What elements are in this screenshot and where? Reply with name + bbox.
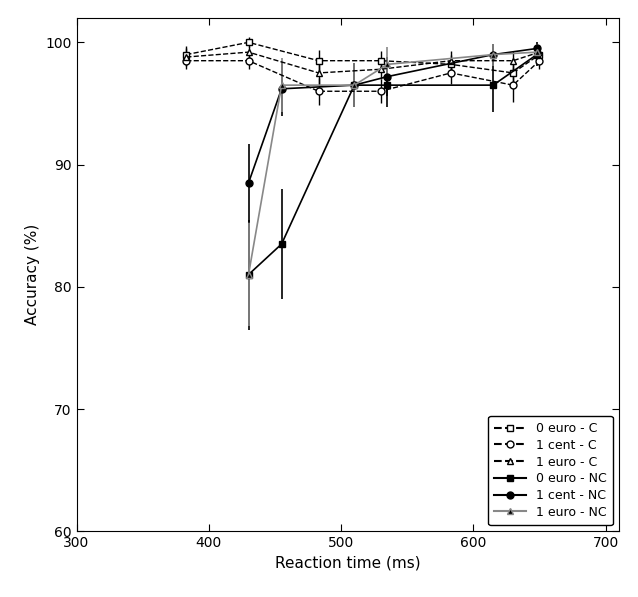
Legend: 0 euro - C, 1 cent - C, 1 euro - C, 0 euro - NC, 1 cent - NC, 1 euro - NC: 0 euro - C, 1 cent - C, 1 euro - C, 0 eu… bbox=[488, 416, 612, 525]
Y-axis label: Accuracy (%): Accuracy (%) bbox=[25, 224, 40, 325]
X-axis label: Reaction time (ms): Reaction time (ms) bbox=[275, 556, 420, 571]
